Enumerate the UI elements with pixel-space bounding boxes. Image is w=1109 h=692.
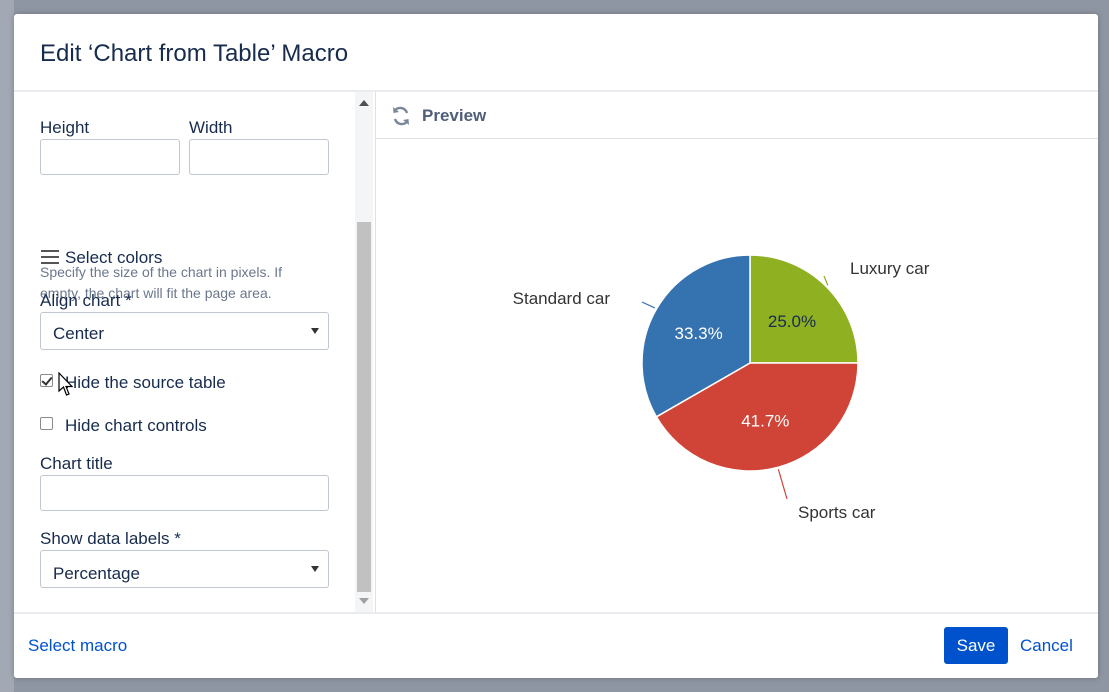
panel-divider (375, 92, 376, 612)
refresh-icon[interactable] (390, 105, 412, 127)
height-label: Height (40, 118, 90, 137)
align-chart-label: Align chart * (40, 291, 132, 310)
scroll-down-arrow-icon[interactable] (359, 598, 369, 604)
chart-title-input[interactable] (40, 475, 329, 511)
pie-data-label: 25.0% (768, 312, 816, 331)
form-scrollbar[interactable] (355, 92, 373, 612)
preview-header: Preview (376, 94, 1098, 139)
dropdown-arrow-icon (311, 566, 319, 572)
show-data-labels-select[interactable]: Percentage (40, 550, 329, 588)
pie-connector-line (777, 469, 788, 500)
pie-category-label: Standard car (513, 289, 611, 308)
pie-connector-line (823, 275, 829, 286)
select-macro-link[interactable]: Select macro (28, 636, 128, 655)
pie-data-label: 33.3% (674, 324, 722, 343)
scrollbar-thumb[interactable] (357, 222, 371, 592)
hamburger-icon[interactable] (41, 250, 59, 264)
pie-data-label: 41.7% (741, 411, 789, 430)
align-chart-value: Center (53, 324, 105, 343)
macro-parameters-panel: Height Width Specify the size of the cha… (14, 92, 355, 612)
dialog-footer: Select macro Save Cancel (14, 612, 1098, 678)
dialog-title: Edit ‘Chart from Table’ Macro (40, 40, 349, 67)
pie-chart: 25.0% Luxury car 41.7% Sports car 33.3% Stand… (513, 254, 930, 522)
size-help-text: Specify the size of the chart in pixels.… (40, 264, 283, 301)
pie-slice-luxury-car (749, 254, 859, 364)
edit-macro-dialog: Edit ‘Chart from Table’ Macro Height Wid… (14, 14, 1098, 678)
checkmark-icon (41, 374, 53, 386)
pie-category-label: Luxury car (850, 259, 930, 278)
show-data-labels-value: Percentage (53, 564, 140, 583)
dropdown-arrow-icon (311, 328, 319, 334)
hide-chart-controls-checkbox[interactable] (40, 417, 53, 430)
preview-title: Preview (422, 106, 487, 125)
pie-category-label: Sports car (798, 503, 876, 522)
align-chart-select[interactable]: Center (40, 312, 329, 350)
show-data-labels-label: Show data labels * (40, 529, 181, 548)
pie-slice-sports-car (655, 362, 859, 472)
cancel-link[interactable]: Cancel (1020, 636, 1073, 655)
width-label: Width (189, 118, 233, 137)
hide-source-table-label: Hide the source table (65, 373, 226, 392)
chart-title-label: Chart title (40, 454, 113, 473)
dialog-header: Edit ‘Chart from Table’ Macro (14, 14, 1098, 92)
hide-source-table-checkbox[interactable] (40, 374, 53, 387)
mouse-pointer-icon (58, 372, 74, 396)
select-colors-button[interactable]: Select colors (65, 248, 163, 267)
save-button[interactable]: Save (944, 627, 1008, 664)
pie-slice-standard-car (641, 254, 751, 418)
pie-connector-line (641, 301, 656, 309)
height-input[interactable] (40, 139, 180, 175)
hide-chart-controls-label: Hide chart controls (65, 416, 207, 435)
width-input[interactable] (189, 139, 329, 175)
scroll-up-arrow-icon[interactable] (359, 100, 369, 106)
backdrop (0, 0, 14, 692)
